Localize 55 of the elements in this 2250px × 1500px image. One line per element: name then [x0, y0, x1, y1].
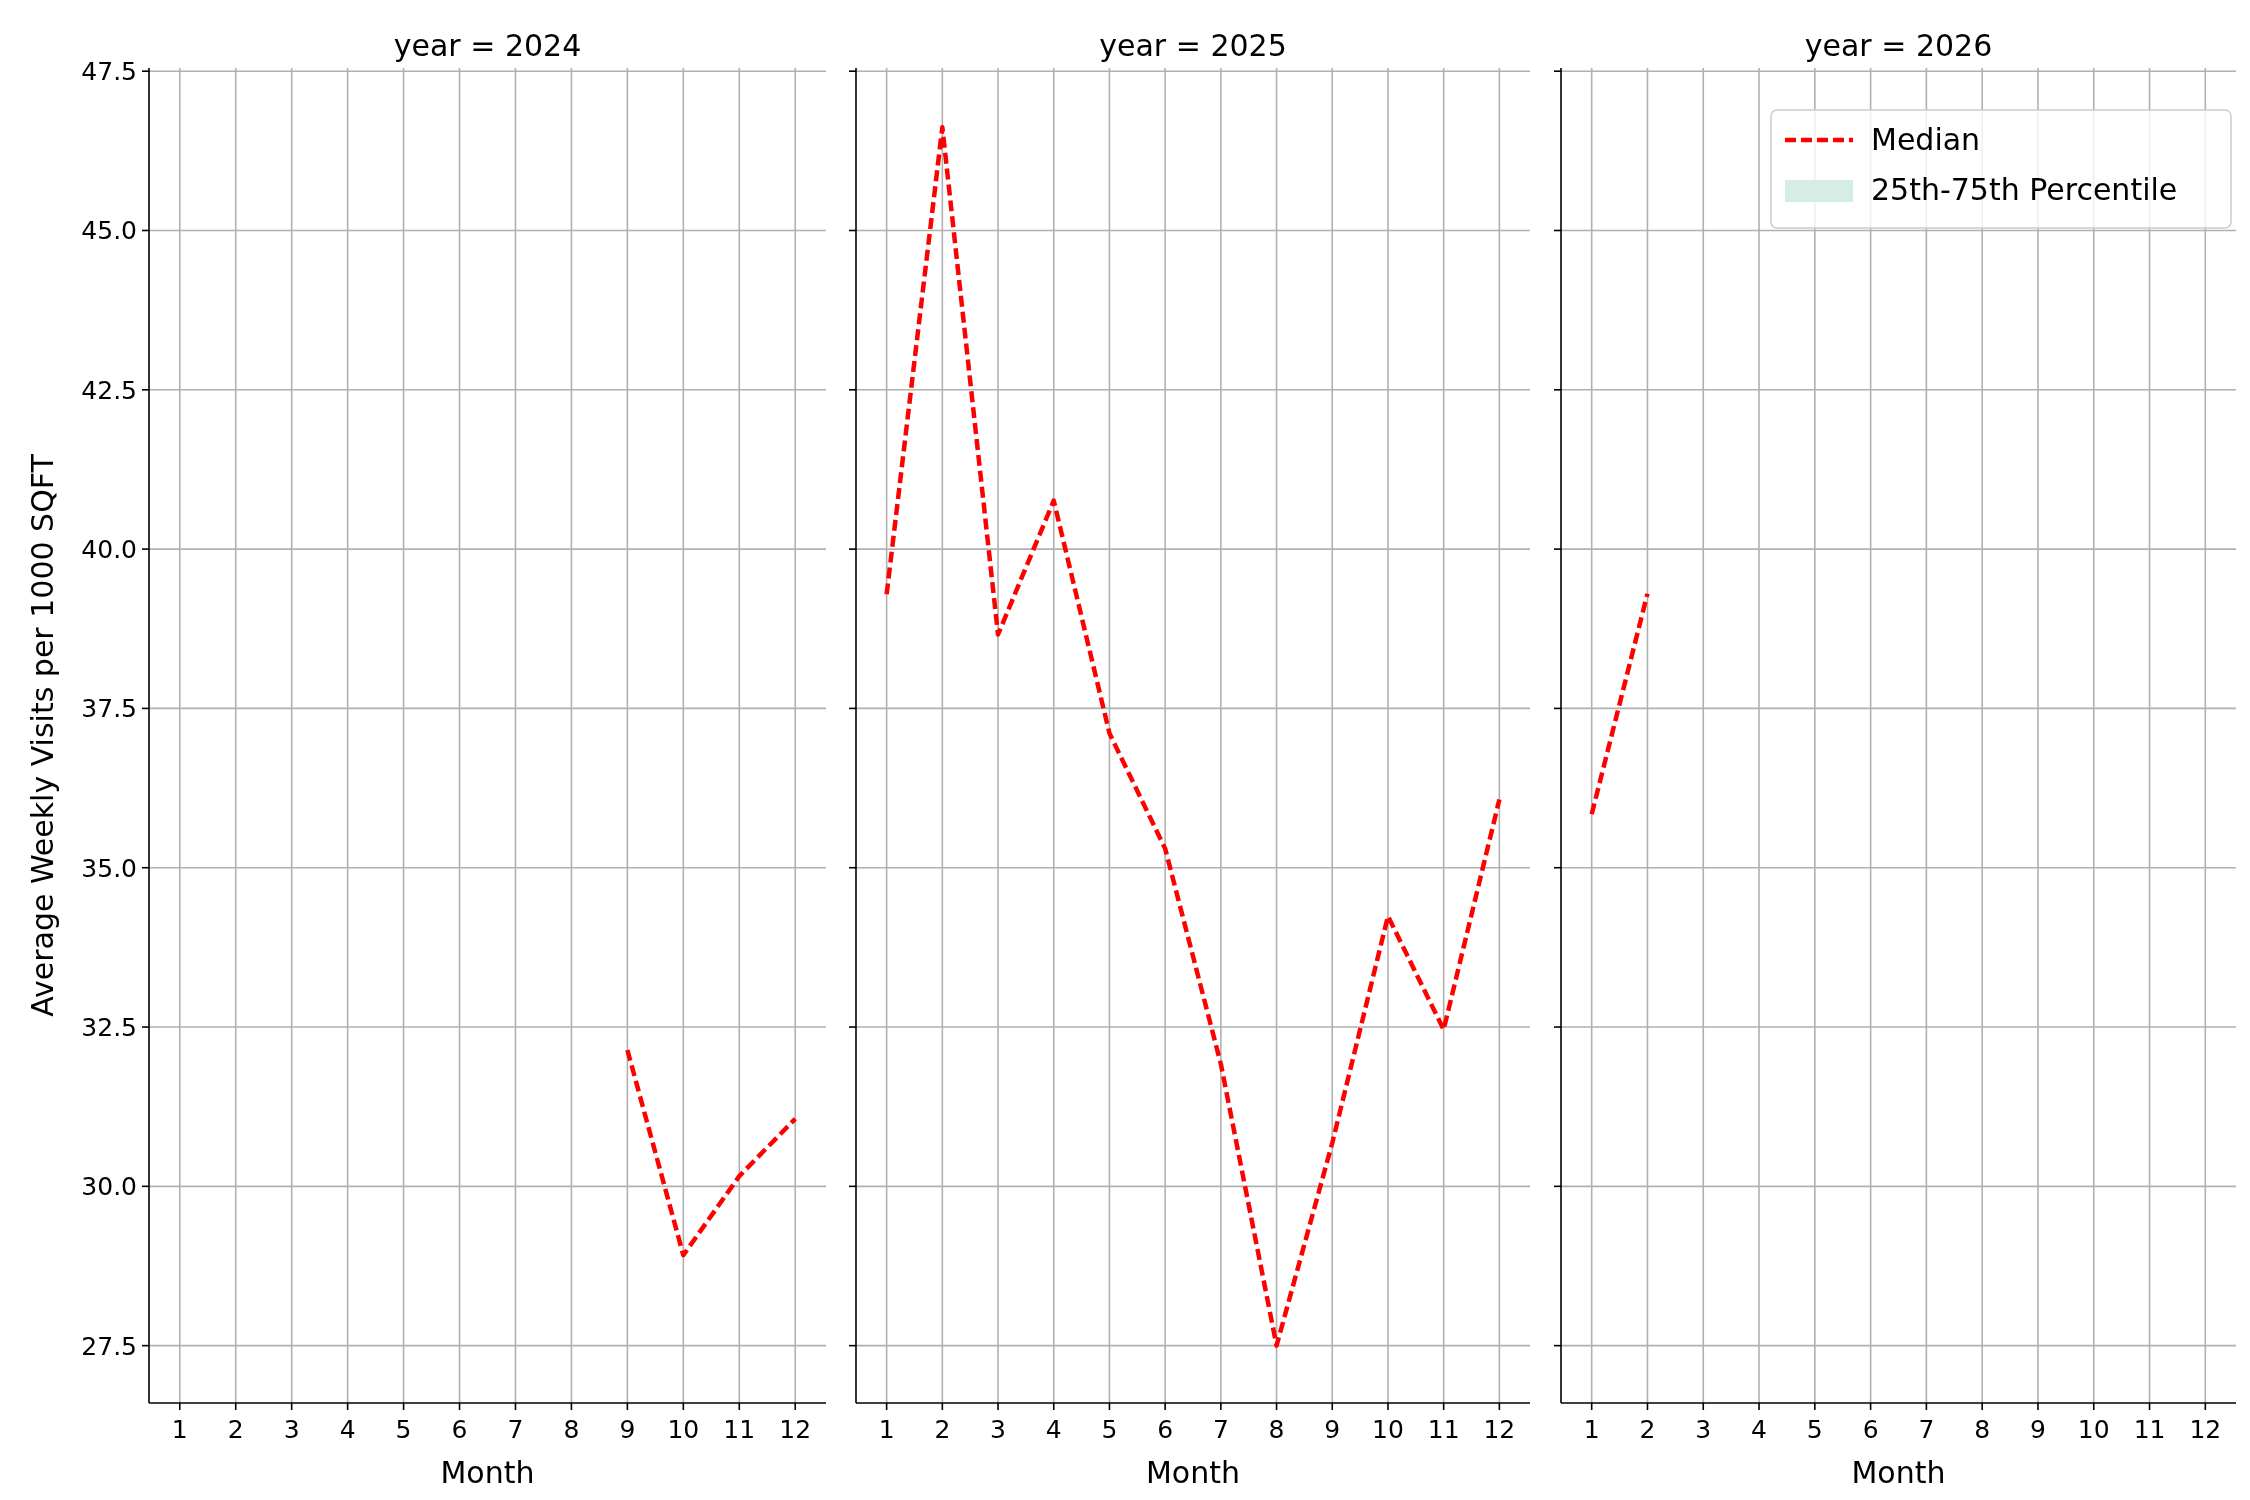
- x-tick-label: 10: [667, 1415, 700, 1444]
- x-tick-label: 4: [1751, 1415, 1767, 1444]
- x-tick-label: 5: [395, 1415, 412, 1444]
- x-tick-label: 1: [1583, 1415, 1600, 1444]
- y-tick-label: 32.5: [81, 1013, 137, 1043]
- x-tick-label: 12: [779, 1415, 812, 1444]
- x-axis-title: Month: [1851, 1455, 1946, 1490]
- x-tick-label: 6: [1157, 1415, 1174, 1444]
- x-tick-label: 7: [1918, 1415, 1935, 1444]
- x-tick-label: 11: [2133, 1415, 2166, 1444]
- x-tick-label: 5: [1806, 1415, 1823, 1444]
- x-tick-label: 1: [171, 1415, 188, 1444]
- x-tick-label: 3: [1695, 1415, 1712, 1444]
- x-axis-title: Month: [1145, 1455, 1241, 1490]
- x-tick-label: 8: [1974, 1415, 1991, 1444]
- y-axis-title: Average Weekly Visits per 1000 SQFT: [25, 453, 60, 1017]
- x-tick-label: 6: [451, 1415, 468, 1444]
- x-tick-label: 3: [990, 1415, 1006, 1444]
- y-tick-label: 37.5: [81, 694, 137, 724]
- chart-title: year = 2026: [1804, 28, 1993, 63]
- x-tick-label: 2: [934, 1415, 951, 1444]
- x-tick-label: 7: [1212, 1415, 1229, 1444]
- y-tick-label: 40.0: [81, 535, 137, 565]
- x-tick-label: 9: [1324, 1415, 1341, 1444]
- legend-label: 25th-75th Percentile: [1871, 172, 2178, 207]
- x-tick-label: 3: [283, 1415, 300, 1444]
- x-tick-label: 5: [1101, 1415, 1118, 1444]
- legend-label: Median: [1871, 122, 1981, 157]
- y-tick-label: 42.5: [81, 375, 137, 405]
- x-tick-label: 6: [1862, 1415, 1879, 1444]
- x-tick-label: 2: [1639, 1415, 1656, 1444]
- chart-title: year = 2024: [393, 28, 582, 63]
- x-tick-label: 12: [2189, 1415, 2222, 1444]
- x-tick-label: 11: [1427, 1415, 1460, 1444]
- x-tick-label: 8: [563, 1415, 580, 1444]
- x-axis-title: Month: [440, 1455, 535, 1490]
- y-tick-label: 47.5: [81, 57, 137, 87]
- x-tick-label: 7: [507, 1415, 524, 1444]
- x-tick-label: 10: [1372, 1415, 1404, 1444]
- x-tick-label: 9: [2030, 1415, 2046, 1444]
- y-tick-label: 35.0: [81, 853, 137, 883]
- x-tick-label: 9: [619, 1415, 636, 1444]
- x-tick-label: 2: [227, 1415, 244, 1444]
- line-series: [625, 1047, 798, 1258]
- x-tick-label: 4: [1045, 1415, 1062, 1444]
- y-tick-label: 27.5: [81, 1331, 137, 1361]
- x-tick-label: 11: [723, 1415, 756, 1444]
- x-tick-label: 10: [2077, 1415, 2110, 1444]
- x-tick-label: 12: [1483, 1415, 1516, 1444]
- x-tick-label: 8: [1268, 1415, 1285, 1444]
- chart-title: year = 2025: [1099, 28, 1287, 63]
- x-tick-label: 4: [339, 1415, 356, 1444]
- x-tick-label: 1: [878, 1415, 895, 1444]
- y-tick-label: 45.0: [81, 216, 137, 246]
- y-tick-label: 30.0: [81, 1172, 137, 1202]
